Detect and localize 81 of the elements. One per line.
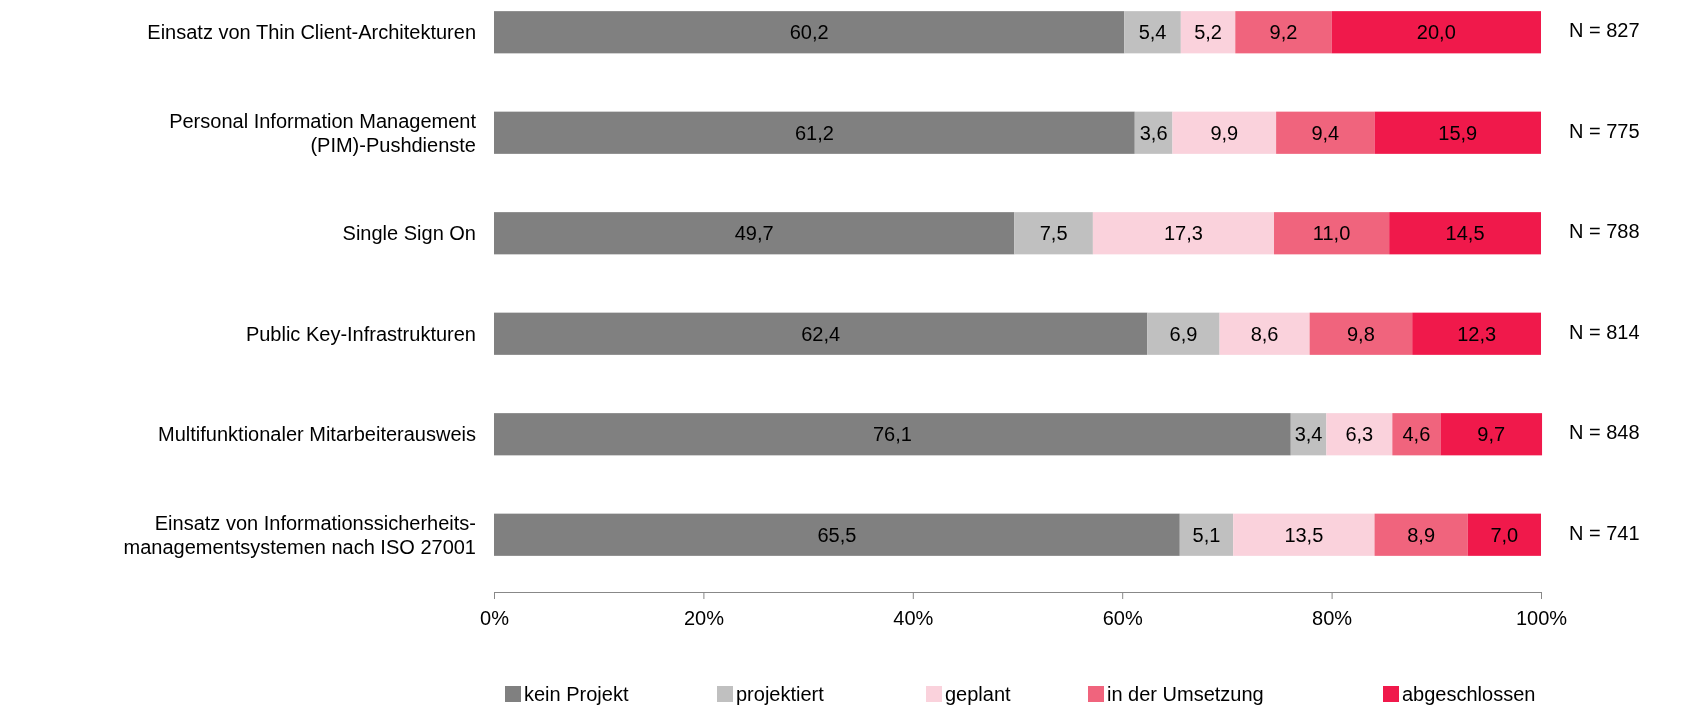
x-tick-label: 60% bbox=[1102, 607, 1143, 630]
bar bbox=[494, 111, 1135, 154]
text: N = 814 bbox=[1569, 320, 1640, 343]
data-label: 17,3 bbox=[1163, 222, 1203, 245]
data-label: 49,7 bbox=[734, 222, 774, 245]
x-tick-label: 20% bbox=[683, 607, 725, 630]
bar bbox=[1147, 312, 1220, 355]
text: N = 741 bbox=[1569, 521, 1640, 544]
bar bbox=[1179, 513, 1234, 556]
bar bbox=[1180, 11, 1236, 54]
data-label: 62,4 bbox=[801, 322, 841, 345]
data-label: 11,0 bbox=[1312, 222, 1351, 245]
bar bbox=[1276, 111, 1375, 154]
data-label: 8,9 bbox=[1407, 523, 1436, 546]
data-label: 60,2 bbox=[789, 21, 829, 44]
bar bbox=[1392, 413, 1441, 456]
bar bbox=[1374, 111, 1541, 154]
legend-label: projektiert bbox=[736, 683, 825, 705]
text: N = 848 bbox=[1569, 421, 1640, 444]
data-label: 76,1 bbox=[872, 423, 912, 446]
bar bbox=[1309, 312, 1413, 355]
y-tick-label: Multifunktionaler Mitarbeiterausweis bbox=[158, 423, 476, 446]
data-label: 9,8 bbox=[1347, 322, 1375, 345]
bar bbox=[494, 212, 1015, 255]
bar bbox=[1440, 413, 1543, 456]
data-label: 9,2 bbox=[1269, 21, 1298, 44]
bar bbox=[494, 513, 1180, 556]
bar bbox=[494, 11, 1125, 54]
bar bbox=[1412, 312, 1541, 355]
bar bbox=[1219, 312, 1310, 355]
bar bbox=[1172, 111, 1277, 154]
text: N = 788 bbox=[1569, 220, 1640, 243]
data-label: 13,5 bbox=[1284, 523, 1324, 546]
bar bbox=[1274, 212, 1390, 255]
data-label: 9,7 bbox=[1477, 423, 1506, 446]
y-tick-label: Public Key-Infrastrukturen bbox=[245, 322, 476, 345]
legend-label: kein Projekt bbox=[524, 683, 629, 705]
data-label: 12,3 bbox=[1457, 322, 1497, 345]
bar bbox=[1389, 212, 1542, 255]
x-tick-label: 80% bbox=[1312, 607, 1353, 630]
data-label: 5,2 bbox=[1194, 21, 1222, 44]
bar bbox=[1331, 11, 1541, 54]
legend-label: geplant bbox=[945, 683, 1012, 705]
bar bbox=[1124, 11, 1181, 54]
data-label: 7,5 bbox=[1039, 222, 1068, 245]
text: N = 775 bbox=[1569, 119, 1640, 142]
bar bbox=[1326, 413, 1393, 456]
y-tick-label: Personal Information Management (PIM)-Pushdienste bbox=[169, 109, 477, 156]
data-label: 15,9 bbox=[1438, 121, 1478, 144]
y-tick-label: Einsatz von Informationssicherheits- managementsystemen nach ISO 27001 bbox=[123, 511, 476, 558]
data-label: 6,3 bbox=[1345, 423, 1374, 446]
x-tick-label: 100% bbox=[1515, 607, 1568, 630]
data-label: 5,1 bbox=[1192, 523, 1221, 546]
bar bbox=[494, 413, 1291, 456]
data-label: 3,6 bbox=[1139, 121, 1168, 144]
data-label: 3,4 bbox=[1294, 423, 1323, 446]
bar bbox=[494, 312, 1148, 355]
legend-label: abgeschlossen bbox=[1402, 683, 1536, 705]
bar bbox=[1092, 212, 1275, 255]
data-label: 20,0 bbox=[1416, 21, 1456, 44]
data-label: 61,2 bbox=[794, 121, 834, 144]
data-label: 6,9 bbox=[1169, 322, 1198, 345]
bar bbox=[1467, 513, 1541, 556]
bar bbox=[1374, 513, 1468, 556]
data-label: 14,5 bbox=[1445, 222, 1485, 245]
legend-label: in der Umsetzung bbox=[1107, 683, 1264, 705]
data-label: 65,5 bbox=[817, 523, 857, 546]
text: N = 827 bbox=[1569, 19, 1640, 42]
data-label: 5,4 bbox=[1138, 21, 1167, 44]
data-label: 4,6 bbox=[1402, 423, 1431, 446]
data-label: 9,4 bbox=[1311, 121, 1340, 144]
data-label: 8,6 bbox=[1250, 322, 1279, 345]
data-label: 9,9 bbox=[1210, 121, 1239, 144]
bar bbox=[1233, 513, 1375, 556]
bar bbox=[1014, 212, 1093, 255]
y-tick-label: Einsatz von Thin Client-Architekturen bbox=[147, 21, 476, 44]
y-tick-label: Single Sign On bbox=[342, 222, 476, 245]
x-tick-label: 40% bbox=[893, 607, 934, 630]
x-tick-label: 0% bbox=[480, 607, 510, 630]
data-label: 7,0 bbox=[1490, 523, 1519, 546]
bar bbox=[1235, 11, 1332, 54]
